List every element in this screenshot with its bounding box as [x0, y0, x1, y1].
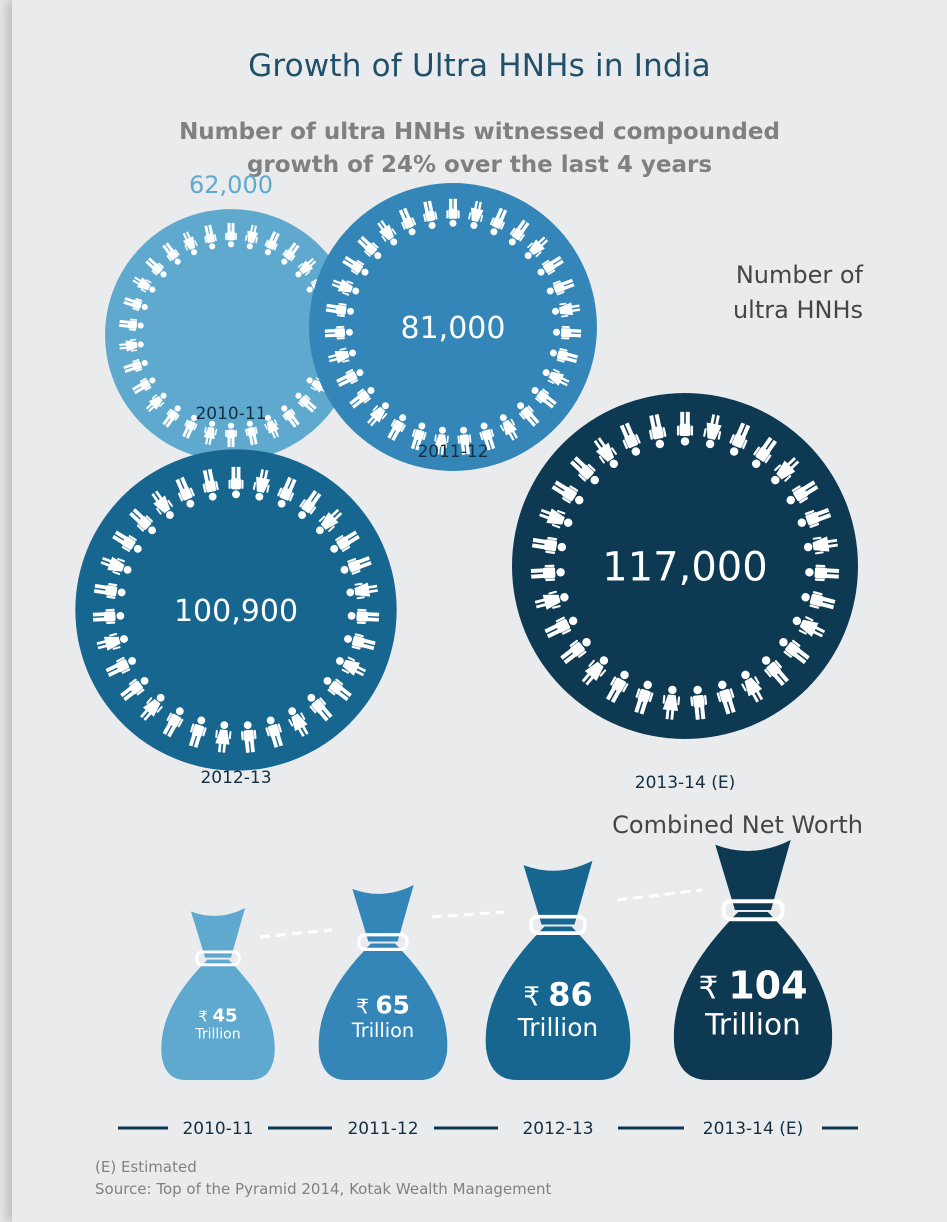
bag-value-label: ₹ 45	[198, 1006, 237, 1027]
year-timeline: 2010-11 2011-12 2012-13 2013-14 (E)	[118, 1119, 858, 1139]
bubble-year-label: 2010-11	[195, 404, 266, 424]
trend-dashed-line	[259, 888, 703, 939]
bag-tie-band	[195, 950, 241, 967]
bag-tie-band	[721, 899, 785, 922]
bag-unit-label: Trillion	[704, 1008, 801, 1042]
bag-top-knot	[190, 908, 246, 958]
hnh-bubble: 117,000 2013-14 (E)	[512, 393, 858, 793]
footnote-estimated: (E) Estimated	[95, 1158, 197, 1176]
bag-top-knot	[523, 860, 593, 925]
bubble-year-label: 2012-13	[200, 768, 271, 788]
bag-body	[673, 912, 833, 1080]
chart-canvas: 62,000 2010-11 81,000 2011-12 100,900 2012-13…	[75, 171, 858, 1139]
hnh-count-label: Number of ultra HNHs	[663, 258, 863, 328]
bubble-year-label: 2011-12	[417, 442, 488, 462]
bag-tie-band	[357, 933, 409, 951]
bubble-circle	[105, 209, 357, 461]
subtitle-line-2: growth of 24% over the last 4 years	[246, 152, 713, 178]
bubble-value-label: 117,000	[602, 544, 767, 590]
footnote-source: Source: Top of the Pyramid 2014, Kotak W…	[95, 1180, 552, 1198]
bag-value-label: ₹ 86	[523, 975, 592, 1013]
footnote: (E) Estimated Source: Top of the Pyramid…	[95, 1156, 551, 1200]
bag-value-label: ₹ 104	[698, 963, 807, 1007]
timeline-year-label: 2011-12	[347, 1119, 418, 1139]
bag-unit-label: Trillion	[351, 1019, 414, 1042]
hnh-bubble-chart: 62,000 2010-11 81,000 2011-12 100,900 2012-13…	[75, 171, 858, 793]
timeline-year-label: 2010-11	[182, 1119, 253, 1139]
hnh-label-line-2: ultra HNHs	[732, 296, 863, 324]
hnh-bubble: 62,000 2010-11	[105, 171, 357, 461]
bag-body	[485, 926, 631, 1080]
bag-tie-band	[529, 914, 587, 935]
bag-body	[318, 943, 448, 1080]
hnh-bubble: 81,000 2011-12	[309, 183, 597, 471]
timeline-year-label: 2012-13	[522, 1119, 593, 1139]
hnh-bubble: 100,900 2012-13	[75, 449, 397, 788]
bag-unit-label: Trillion	[194, 1027, 240, 1043]
bag-unit-label: Trillion	[517, 1013, 598, 1042]
bubble-year-label: 2013-14 (E)	[635, 773, 735, 793]
bag-body	[161, 959, 275, 1080]
page-title: Growth of Ultra HNHs in India	[248, 48, 711, 84]
subtitle: Number of ultra HNHs witnessed compounde…	[12, 116, 947, 182]
timeline-year-label: 2013-14 (E)	[703, 1119, 803, 1139]
bubble-value-label: 62,000	[189, 171, 273, 199]
bag-value-label: ₹ 65	[356, 991, 410, 1020]
infographic-card: Growth of Ultra HNHs in India Number of …	[12, 0, 947, 1222]
bubble-value-label: 81,000	[401, 311, 506, 346]
bag-top-knot	[715, 840, 791, 910]
subtitle-line-1: Number of ultra HNHs witnessed compounde…	[179, 119, 780, 145]
bubble-value-label: 100,900	[174, 594, 298, 629]
hnh-label-line-1: Number of	[735, 261, 863, 289]
net-worth-label: Combined Net Worth	[612, 811, 863, 839]
bag-top-knot	[352, 885, 414, 942]
